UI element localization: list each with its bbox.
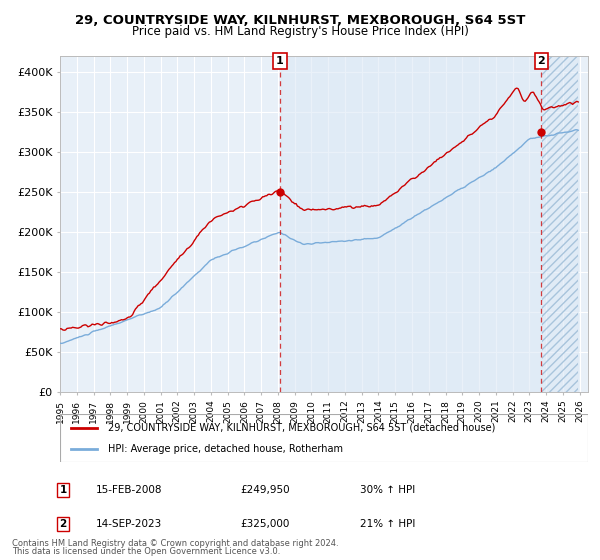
Text: 14-SEP-2023: 14-SEP-2023	[96, 519, 162, 529]
Text: Contains HM Land Registry data © Crown copyright and database right 2024.: Contains HM Land Registry data © Crown c…	[12, 539, 338, 548]
Text: 21% ↑ HPI: 21% ↑ HPI	[360, 519, 415, 529]
Text: HPI: Average price, detached house, Rotherham: HPI: Average price, detached house, Roth…	[107, 444, 343, 454]
Text: 1: 1	[276, 56, 284, 66]
Text: 15-FEB-2008: 15-FEB-2008	[96, 485, 163, 495]
Text: 29, COUNTRYSIDE WAY, KILNHURST, MEXBOROUGH, S64 5ST (detached house): 29, COUNTRYSIDE WAY, KILNHURST, MEXBOROU…	[107, 423, 495, 433]
Text: 2: 2	[538, 56, 545, 66]
Text: Price paid vs. HM Land Registry's House Price Index (HPI): Price paid vs. HM Land Registry's House …	[131, 25, 469, 38]
Text: This data is licensed under the Open Government Licence v3.0.: This data is licensed under the Open Gov…	[12, 548, 280, 557]
Text: 29, COUNTRYSIDE WAY, KILNHURST, MEXBOROUGH, S64 5ST: 29, COUNTRYSIDE WAY, KILNHURST, MEXBOROU…	[75, 14, 525, 27]
Text: 1: 1	[59, 485, 67, 495]
Text: 2: 2	[59, 519, 67, 529]
Text: £325,000: £325,000	[240, 519, 289, 529]
Text: £249,950: £249,950	[240, 485, 290, 495]
Text: 30% ↑ HPI: 30% ↑ HPI	[360, 485, 415, 495]
